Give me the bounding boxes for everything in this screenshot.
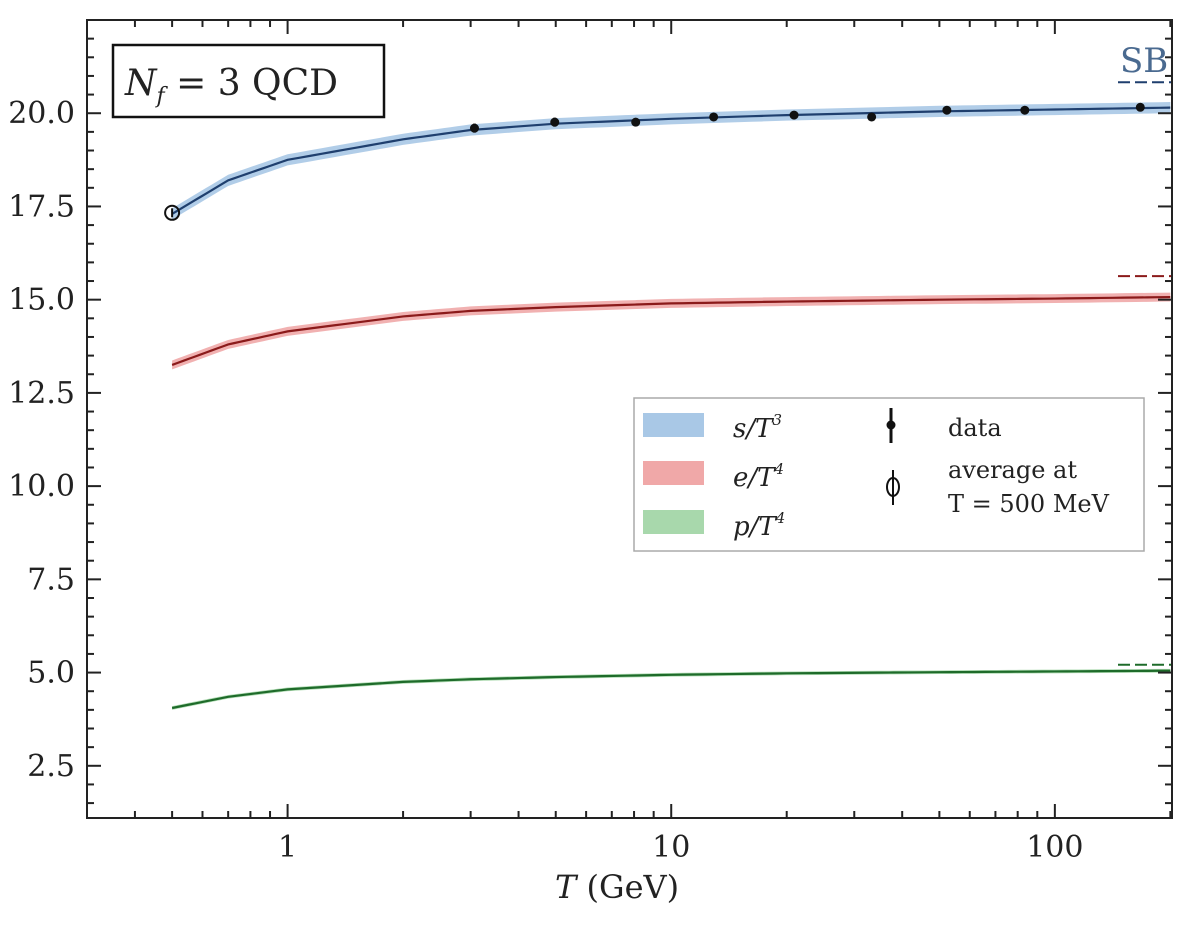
band-2	[172, 668, 1171, 710]
plot-frame	[86, 19, 1173, 819]
legend-swatch-s	[643, 413, 704, 437]
y-tick-label: 7.5	[27, 562, 75, 597]
data-points	[164, 102, 1145, 221]
title-box: Nf = 3 QCD	[111, 43, 386, 119]
axis-ticks	[86, 19, 1172, 818]
series-line-2	[171, 669, 1171, 710]
average-point	[164, 204, 181, 221]
data-point	[631, 117, 641, 127]
data-point	[789, 110, 799, 120]
x-tick-label: 10	[652, 830, 690, 865]
uncertainty-bands	[172, 102, 1171, 710]
x-tick-label: 1	[278, 830, 297, 865]
legend-label-p: p/T	[733, 512, 777, 542]
title-rest: = 3 QCD	[165, 63, 338, 104]
y-tick-label: 20.0	[8, 96, 75, 131]
y-tick-label: 15.0	[8, 283, 75, 318]
legend-label-s: s/T	[733, 414, 774, 444]
band-1	[172, 292, 1171, 370]
x-axis-label-unit: (GeV)	[576, 868, 679, 906]
y-tick-label: 2.5	[27, 749, 75, 784]
x-axis-label-t: T	[555, 868, 579, 906]
legend-label-e: e/T	[733, 463, 776, 493]
data-point	[867, 112, 877, 122]
data-point	[1020, 105, 1030, 115]
sb-annotation: SB	[1120, 41, 1168, 81]
svg-text:s/T3: s/T3	[733, 411, 782, 444]
svg-text:e/T4: e/T4	[733, 460, 784, 493]
svg-text:T (GeV): T (GeV)	[555, 868, 679, 906]
legend-label-average-1: average at	[948, 456, 1077, 484]
data-point	[1135, 102, 1145, 112]
legend-label-average-2: T = 500 MeV	[948, 490, 1110, 518]
sb-limits	[1118, 81, 1172, 666]
svg-text:p/T4: p/T4	[733, 509, 785, 542]
y-tick-label: 5.0	[27, 656, 75, 691]
data-point	[550, 117, 560, 127]
y-tick-label: 12.5	[8, 376, 75, 411]
y-tick-label: 17.5	[8, 189, 75, 224]
legend-swatch-p	[643, 510, 704, 534]
series-line-1	[171, 295, 1171, 366]
legend-average-marker	[886, 470, 900, 505]
data-point	[469, 123, 479, 133]
x-tick-label: 100	[1026, 830, 1083, 865]
legend-swatch-e	[643, 461, 704, 485]
tick-labels: 1 10 100 2.5 5.0 7.5 10.0 12.5 15.0 17.5 20.0	[8, 96, 1083, 865]
legend: s/T3 e/T4 p/T4 data average at T = 500 M…	[633, 397, 1145, 552]
data-point	[942, 105, 952, 115]
legend-label-data: data	[948, 414, 1002, 442]
data-point	[709, 112, 719, 122]
band-0	[172, 102, 1171, 220]
y-tick-label: 10.0	[8, 469, 75, 504]
svg-text:Nf = 3 QCD: Nf = 3 QCD	[124, 63, 338, 109]
legend-data-marker	[886, 408, 896, 443]
title-n: N	[124, 63, 158, 104]
